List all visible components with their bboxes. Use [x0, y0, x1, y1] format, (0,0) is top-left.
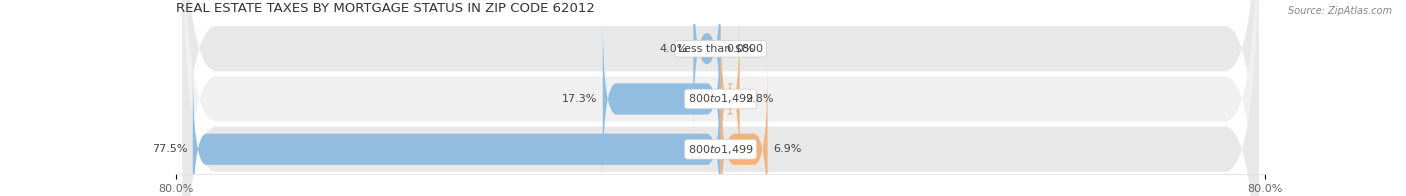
- FancyBboxPatch shape: [193, 64, 721, 196]
- Text: 17.3%: 17.3%: [562, 94, 598, 104]
- FancyBboxPatch shape: [183, 0, 1258, 196]
- Text: 0.0%: 0.0%: [725, 44, 754, 54]
- Text: $800 to $1,499: $800 to $1,499: [688, 93, 754, 105]
- FancyBboxPatch shape: [721, 64, 768, 196]
- Text: REAL ESTATE TAXES BY MORTGAGE STATUS IN ZIP CODE 62012: REAL ESTATE TAXES BY MORTGAGE STATUS IN …: [176, 2, 595, 15]
- Text: 6.9%: 6.9%: [773, 144, 801, 154]
- FancyBboxPatch shape: [693, 0, 721, 134]
- FancyBboxPatch shape: [721, 14, 740, 184]
- FancyBboxPatch shape: [183, 0, 1258, 196]
- FancyBboxPatch shape: [603, 14, 721, 184]
- FancyBboxPatch shape: [183, 0, 1258, 196]
- Text: $800 to $1,499: $800 to $1,499: [688, 143, 754, 156]
- Text: 2.8%: 2.8%: [745, 94, 773, 104]
- Text: 77.5%: 77.5%: [152, 144, 187, 154]
- Text: 4.0%: 4.0%: [659, 44, 688, 54]
- Text: Less than $800: Less than $800: [678, 44, 763, 54]
- Text: Source: ZipAtlas.com: Source: ZipAtlas.com: [1288, 6, 1392, 16]
